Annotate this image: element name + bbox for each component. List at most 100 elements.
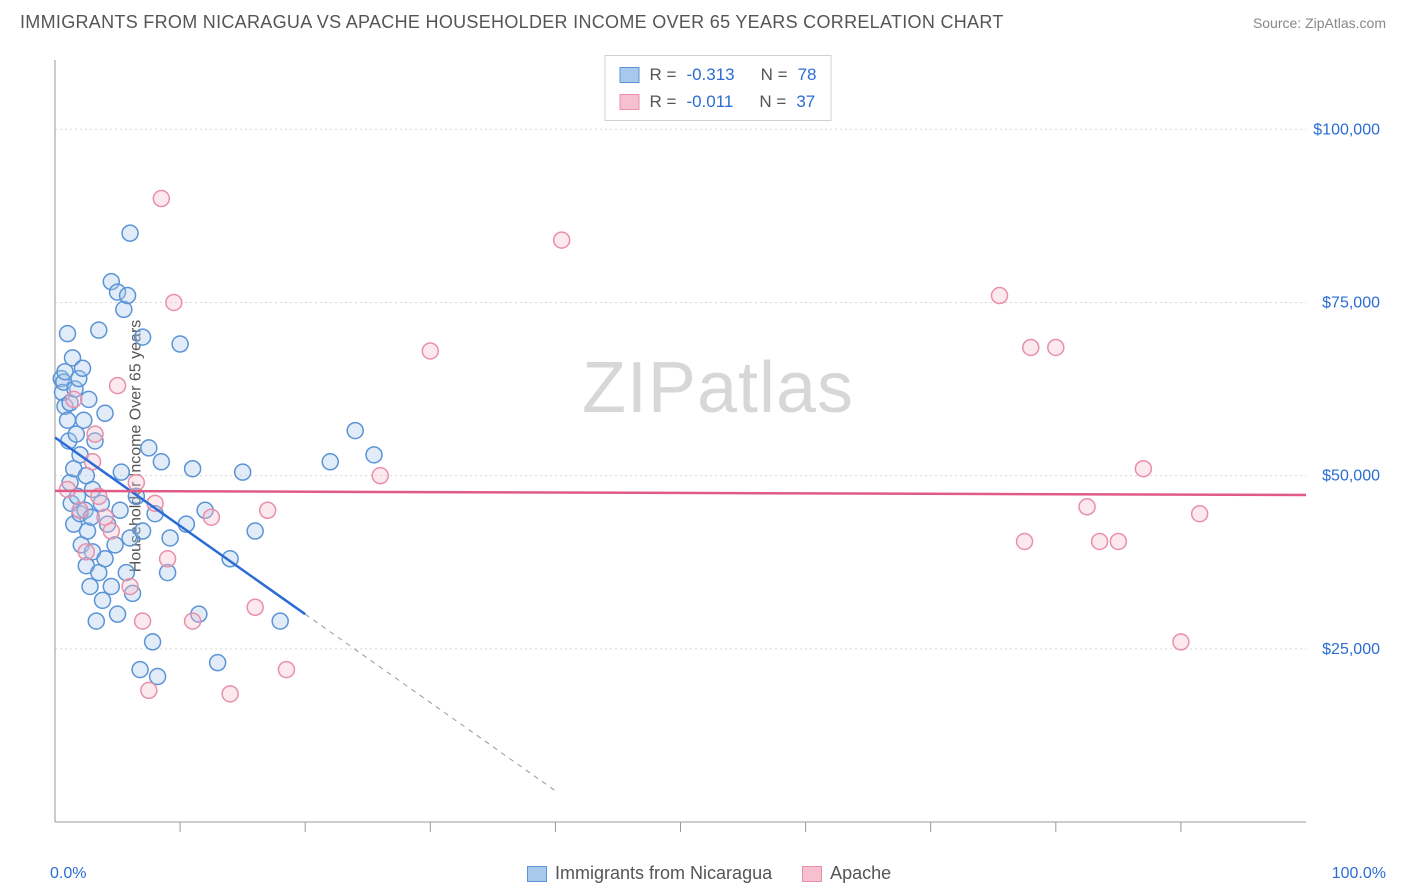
data-point [1092, 533, 1108, 549]
source-link[interactable]: ZipAtlas.com [1305, 15, 1386, 31]
data-point [366, 447, 382, 463]
N-value: 78 [798, 61, 817, 88]
data-point [150, 669, 166, 685]
data-point [141, 682, 157, 698]
data-point [75, 360, 91, 376]
data-point [81, 391, 97, 407]
chart-title: IMMIGRANTS FROM NICARAGUA VS APACHE HOUS… [20, 12, 1004, 33]
data-point [1135, 461, 1151, 477]
data-point [128, 475, 144, 491]
data-point [554, 232, 570, 248]
data-point [247, 599, 263, 615]
data-point [110, 606, 126, 622]
x-max-label: 100.0% [1332, 865, 1386, 883]
data-point [372, 468, 388, 484]
trend-line [55, 491, 1306, 495]
y-tick-label: $100,000 [1313, 121, 1380, 138]
stats-row: R = -0.313 N = 78 [620, 61, 817, 88]
data-point [1017, 533, 1033, 549]
data-point [185, 613, 201, 629]
data-point [172, 336, 188, 352]
scatter-svg: $25,000 $50,000 $75,000 $100,000 [50, 55, 1386, 847]
data-point [1192, 506, 1208, 522]
legend-item: Apache [802, 863, 891, 884]
data-point [122, 225, 138, 241]
data-point [247, 523, 263, 539]
data-point [60, 412, 76, 428]
data-point [235, 464, 251, 480]
data-point [210, 655, 226, 671]
data-point [272, 613, 288, 629]
y-tick-label: $25,000 [1322, 641, 1380, 658]
R-value: -0.313 [686, 61, 734, 88]
data-point [112, 502, 128, 518]
data-point [82, 578, 98, 594]
data-point [122, 578, 138, 594]
data-point [153, 191, 169, 207]
source-attribution: Source: ZipAtlas.com [1253, 15, 1386, 31]
data-point [222, 686, 238, 702]
series-name: Immigrants from Nicaragua [555, 863, 772, 884]
data-point [141, 440, 157, 456]
data-point [203, 509, 219, 525]
legend-item: Immigrants from Nicaragua [527, 863, 772, 884]
stats-legend: R = -0.313 N = 78 R = -0.011 N = 37 [605, 55, 832, 121]
data-point [145, 634, 161, 650]
data-point [153, 454, 169, 470]
data-point [347, 423, 363, 439]
data-point [103, 578, 119, 594]
data-point [322, 454, 338, 470]
data-point [1079, 499, 1095, 515]
stats-row: R = -0.011 N = 37 [620, 88, 817, 115]
data-point [66, 391, 82, 407]
data-point [97, 405, 113, 421]
data-point [162, 530, 178, 546]
N-label: N = [759, 88, 786, 115]
data-point [60, 481, 76, 497]
R-label: R = [650, 61, 677, 88]
data-point [992, 288, 1008, 304]
data-point [72, 502, 88, 518]
data-point [1110, 533, 1126, 549]
series-name: Apache [830, 863, 891, 884]
data-point [103, 523, 119, 539]
data-point [135, 523, 151, 539]
data-point [76, 412, 92, 428]
data-point [78, 544, 94, 560]
series-swatch [802, 866, 822, 882]
data-point [278, 662, 294, 678]
data-point [260, 502, 276, 518]
series-swatch [527, 866, 547, 882]
data-point [1023, 339, 1039, 355]
data-point [1173, 634, 1189, 650]
series-swatch [620, 94, 640, 110]
data-point [95, 592, 111, 608]
data-point [185, 461, 201, 477]
data-point [422, 343, 438, 359]
data-point [110, 378, 126, 394]
bottom-legend: 0.0% Immigrants from Nicaragua Apache 100… [0, 863, 1406, 884]
R-value: -0.011 [686, 88, 733, 115]
R-label: R = [650, 88, 677, 115]
data-point [120, 288, 136, 304]
data-point [97, 551, 113, 567]
data-point [87, 426, 103, 442]
data-point [91, 322, 107, 338]
data-point [113, 464, 129, 480]
data-point [160, 551, 176, 567]
y-tick-label: $50,000 [1322, 468, 1380, 485]
y-tick-label: $75,000 [1322, 294, 1380, 311]
data-point [132, 662, 148, 678]
N-label: N = [761, 61, 788, 88]
data-point [60, 326, 76, 342]
data-point [1048, 339, 1064, 355]
data-point [135, 329, 151, 345]
data-point [166, 294, 182, 310]
data-point [135, 613, 151, 629]
series-swatch [620, 67, 640, 83]
plot-area: ZIPatlas $25,000$50,000$75,000$100,000 R… [50, 55, 1386, 847]
x-min-label: 0.0% [50, 865, 86, 883]
N-value: 37 [796, 88, 815, 115]
trend-line-extrapolated [305, 614, 555, 791]
data-point [88, 613, 104, 629]
